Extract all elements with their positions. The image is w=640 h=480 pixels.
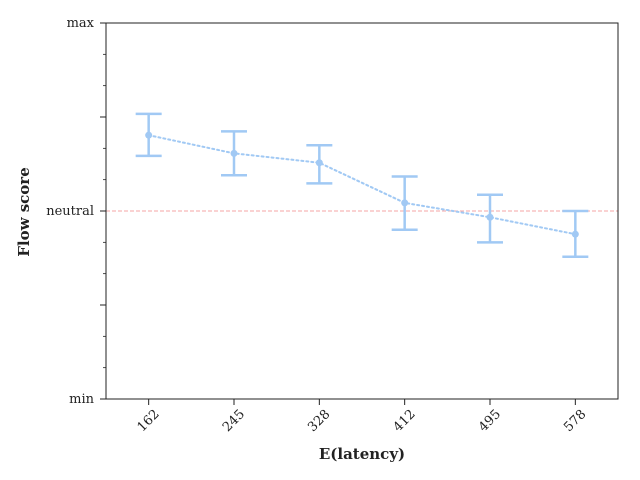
y-tick-label: min xyxy=(69,392,94,407)
data-point xyxy=(315,159,323,167)
y-tick-label: max xyxy=(67,16,95,31)
x-axis-title: E(latency) xyxy=(319,445,405,463)
series-line xyxy=(147,134,577,236)
data-point xyxy=(230,149,238,157)
y-tick-label: neutral xyxy=(46,204,94,219)
x-tick-label: 495 xyxy=(476,407,504,435)
data-point xyxy=(401,199,409,207)
x-tick-label: 162 xyxy=(135,407,163,435)
x-tick-label: 328 xyxy=(305,407,333,435)
x-tick-label: 412 xyxy=(391,407,419,435)
data-point xyxy=(571,230,579,238)
x-tick-label: 245 xyxy=(220,407,248,435)
data-point xyxy=(486,213,494,221)
x-tick-label: 578 xyxy=(561,407,589,435)
y-axis-title: Flow score xyxy=(15,167,33,257)
data-point xyxy=(145,131,153,139)
